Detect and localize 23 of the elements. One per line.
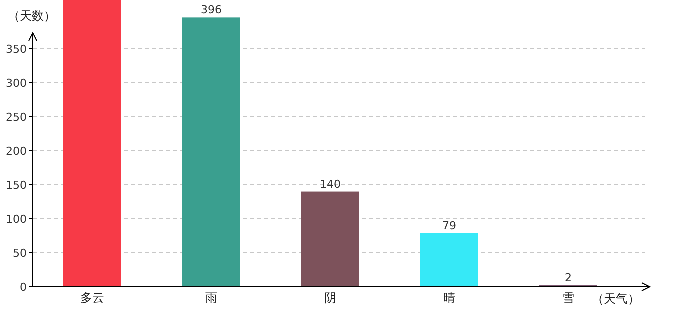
data-label: 140 xyxy=(320,178,341,191)
data-label: 79 xyxy=(442,219,456,232)
data-label: 396 xyxy=(201,4,222,17)
data-label: 2 xyxy=(565,272,572,285)
y-tick-label: 200 xyxy=(6,144,27,158)
bar xyxy=(182,18,240,287)
y-tick-label: 100 xyxy=(6,212,27,226)
x-axis-title: （天气） xyxy=(592,292,640,306)
y-tick-label: 150 xyxy=(6,178,27,192)
x-tick-label: 雨 xyxy=(206,291,218,305)
y-tick-label: 50 xyxy=(13,246,27,260)
bar xyxy=(420,233,478,287)
bar xyxy=(64,0,122,287)
y-axis-title: （天数） xyxy=(8,9,56,23)
x-tick-label: 多云 xyxy=(80,291,104,305)
y-tick-label: 250 xyxy=(6,110,27,124)
y-tick-label: 0 xyxy=(20,281,27,294)
y-tick-label: 350 xyxy=(6,42,27,56)
bar xyxy=(302,192,360,287)
x-tick-label: 阴 xyxy=(324,291,336,305)
y-tick-label: 300 xyxy=(6,76,27,90)
x-tick-label: 雪 xyxy=(562,291,574,305)
x-tick-label: 晴 xyxy=(444,291,456,305)
